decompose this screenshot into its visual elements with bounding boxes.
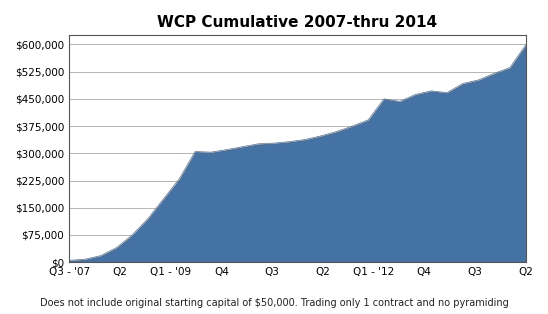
Title: WCP Cumulative 2007-thru 2014: WCP Cumulative 2007-thru 2014 xyxy=(157,15,437,30)
Text: Does not include original starting capital of $50,000. Trading only 1 contract a: Does not include original starting capit… xyxy=(39,298,509,308)
